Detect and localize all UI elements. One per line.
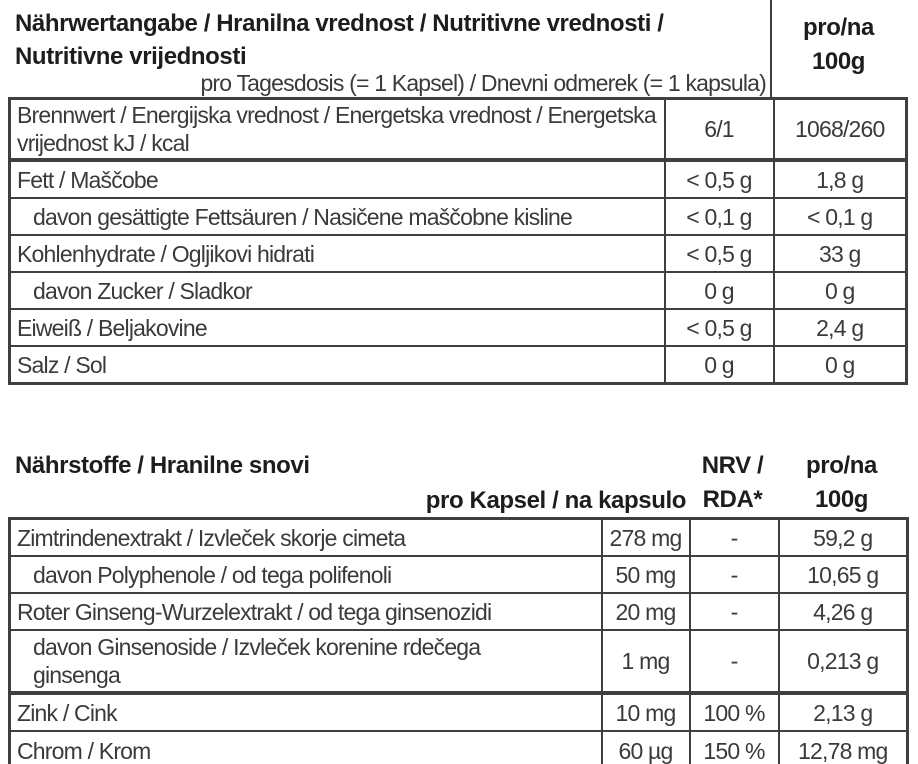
per-100g-line-1: pro/na [803, 14, 874, 41]
value-per-100g: 0 g [772, 271, 908, 310]
value-nrv: - [688, 629, 780, 695]
value-per-capsule: 1 mg [600, 629, 691, 695]
value-nrv: - [688, 517, 780, 557]
value-per-100g: 0,213 g [777, 629, 909, 695]
daily-dose-subtitle: pro Tagesdosis (= 1 Kapsel) / Dnevni odm… [200, 70, 766, 96]
row-label: Brennwert / Energijska vrednost / Energe… [8, 97, 666, 162]
value-per-capsule: 10 mg [600, 692, 691, 732]
value-per-100g: 10,65 g [777, 555, 909, 594]
per-100g-line-1: pro/na [806, 452, 877, 479]
nrv-line-1: NRV / [701, 452, 764, 479]
value-per-dose: 0 g [663, 271, 775, 310]
title-line-1: Nährwertangabe / Hranilna vrednost / Nut… [15, 10, 664, 37]
row-label: Kohlenhydrate / Ogljikovi hidrati [8, 234, 666, 273]
nutrients-table: Zimtrindenextrakt / Izvleček skorje cime… [8, 517, 909, 764]
value-nrv: - [688, 555, 780, 594]
value-per-100g: 2,4 g [772, 308, 908, 347]
value-per-dose: < 0,5 g [663, 308, 775, 347]
row-label: Eiweiß / Beljakovine [8, 308, 666, 347]
table-row: Zimtrindenextrakt / Izvleček skorje cime… [8, 517, 909, 557]
table-row: Chrom / Krom 60 µg 150 % 12,78 mg [8, 730, 909, 764]
nutrition-values-table: Brennwert / Energijska vrednost / Energe… [8, 97, 908, 385]
nrv-line-2: RDA* [702, 486, 763, 513]
value-nrv: - [688, 592, 780, 631]
nutrients-table-header: Nährstoffe / Hranilne snovi pro Kapsel /… [8, 438, 906, 517]
row-label: Zimtrindenextrakt / Izvleček skorje cime… [8, 517, 603, 557]
title-line-2: Nutritivne vrijednosti [15, 43, 247, 70]
table-row: Salz / Sol 0 g 0 g [8, 345, 908, 385]
table-row: Zink / Cink 10 mg 100 % 2,13 g [8, 692, 909, 732]
table-row: Roter Ginseng-Wurzelextrakt / od tega gi… [8, 592, 909, 631]
row-label: Salz / Sol [8, 345, 666, 385]
header-divider-line [770, 0, 772, 97]
row-label: davon Polyphenole / od tega polifenoli [8, 555, 603, 594]
value-per-capsule: 20 mg [600, 592, 691, 631]
value-per-capsule: 278 mg [600, 517, 691, 557]
nutrition-table-header: Nährwertangabe / Hranilna vrednost / Nut… [8, 0, 905, 97]
row-label: Fett / Maščobe [8, 159, 666, 199]
row-label: davon gesättigte Fettsäuren / Nasičene m… [8, 197, 666, 236]
value-nrv: 100 % [688, 692, 780, 732]
table-row: davon gesättigte Fettsäuren / Nasičene m… [8, 197, 908, 236]
row-label-text: davon Ginsenoside / Izvleček korenine rd… [33, 634, 481, 688]
value-per-dose: < 0,5 g [663, 234, 775, 273]
per-100g-column-header: pro/na 100g [772, 11, 905, 79]
per-100g-column-header: pro/na 100g [777, 449, 906, 517]
per-100g-line-2: 100g [814, 486, 869, 513]
nrv-column-header: NRV / RDA* [688, 449, 777, 517]
row-label: Chrom / Krom [8, 730, 603, 764]
value-per-capsule: 60 µg [600, 730, 691, 764]
value-per-100g: 2,13 g [777, 692, 909, 732]
value-per-dose: < 0,5 g [663, 159, 775, 199]
row-label: Roter Ginseng-Wurzelextrakt / od tega gi… [8, 592, 603, 631]
value-per-100g: 4,26 g [777, 592, 909, 631]
table-row: davon Zucker / Sladkor 0 g 0 g [8, 271, 908, 310]
row-label: Zink / Cink [8, 692, 603, 732]
value-per-100g: < 0,1 g [772, 197, 908, 236]
table-row: Eiweiß / Beljakovine < 0,5 g 2,4 g [8, 308, 908, 347]
value-per-100g: 12,78 mg [777, 730, 909, 764]
value-per-100g: 59,2 g [777, 517, 909, 557]
value-nrv: 150 % [688, 730, 780, 764]
per-100g-line-2: 100g [811, 48, 866, 75]
table-row: davon Polyphenole / od tega polifenoli 5… [8, 555, 909, 594]
value-per-100g: 0 g [772, 345, 908, 385]
value-per-capsule: 50 mg [600, 555, 691, 594]
nutrients-table-title: Nährstoffe / Hranilne snovi [15, 452, 310, 479]
nutrition-table-title: Nährwertangabe / Hranilna vrednost / Nut… [15, 7, 763, 73]
row-label: davon Ginsenoside / Izvleček korenine rd… [8, 629, 603, 695]
row-label: davon Zucker / Sladkor [8, 271, 666, 310]
table-row: Fett / Maščobe < 0,5 g 1,8 g [8, 159, 908, 199]
table-row: Brennwert / Energijska vrednost / Energe… [8, 97, 908, 162]
value-per-100g: 33 g [772, 234, 908, 273]
value-per-100g: 1068/260 [772, 97, 908, 162]
table-row: Kohlenhydrate / Ogljikovi hidrati < 0,5 … [8, 234, 908, 273]
per-capsule-column-header: pro Kapsel / na kapsulo [425, 487, 687, 514]
value-per-100g: 1,8 g [772, 159, 908, 199]
table-row: davon Ginsenoside / Izvleček korenine rd… [8, 629, 909, 695]
value-per-dose: < 0,1 g [663, 197, 775, 236]
value-per-dose: 0 g [663, 345, 775, 385]
value-per-dose: 6/1 [663, 97, 775, 162]
